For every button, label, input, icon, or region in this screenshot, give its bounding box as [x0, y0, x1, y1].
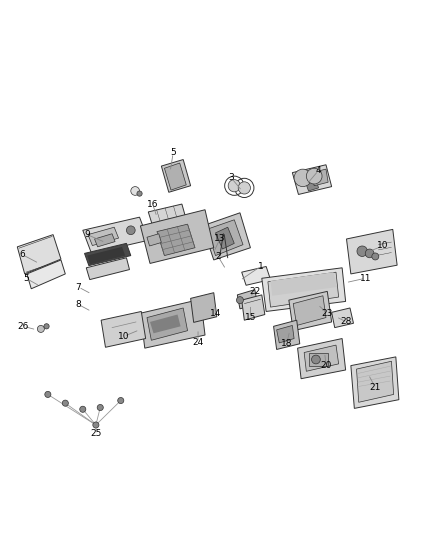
Polygon shape: [207, 220, 243, 256]
Polygon shape: [292, 165, 332, 195]
Polygon shape: [157, 224, 195, 256]
Polygon shape: [311, 169, 328, 185]
Circle shape: [311, 355, 320, 364]
Text: 13: 13: [214, 235, 226, 244]
Polygon shape: [346, 229, 397, 274]
Text: 11: 11: [360, 274, 371, 283]
Polygon shape: [150, 314, 180, 333]
Polygon shape: [277, 326, 294, 343]
Polygon shape: [191, 293, 217, 322]
Circle shape: [228, 180, 240, 192]
Circle shape: [238, 182, 251, 194]
Circle shape: [127, 226, 135, 235]
Polygon shape: [87, 247, 125, 264]
Polygon shape: [161, 159, 191, 192]
Circle shape: [357, 246, 367, 256]
Polygon shape: [27, 260, 65, 289]
Polygon shape: [304, 345, 339, 372]
Polygon shape: [147, 234, 161, 246]
Polygon shape: [351, 357, 399, 408]
Text: 10: 10: [118, 332, 130, 341]
Circle shape: [37, 326, 44, 333]
Text: 10: 10: [377, 241, 389, 251]
Text: 4: 4: [316, 166, 321, 175]
Polygon shape: [141, 210, 214, 263]
Text: 22: 22: [249, 287, 261, 296]
Text: 7: 7: [75, 282, 81, 292]
Text: 24: 24: [192, 337, 204, 346]
Text: 1: 1: [258, 262, 263, 271]
Text: 3: 3: [228, 173, 234, 182]
Text: 28: 28: [341, 318, 352, 326]
Polygon shape: [17, 235, 61, 274]
Polygon shape: [305, 179, 318, 191]
Text: 25: 25: [90, 429, 102, 438]
Text: 5: 5: [170, 149, 176, 157]
Circle shape: [97, 405, 103, 410]
Polygon shape: [274, 320, 300, 350]
Circle shape: [294, 169, 311, 187]
Polygon shape: [147, 308, 187, 340]
Polygon shape: [357, 361, 394, 402]
Bar: [308, 353, 328, 366]
Circle shape: [62, 400, 68, 406]
Polygon shape: [85, 244, 131, 265]
Polygon shape: [88, 227, 119, 246]
Circle shape: [131, 187, 140, 195]
Polygon shape: [164, 163, 186, 190]
Polygon shape: [297, 338, 346, 379]
Polygon shape: [237, 289, 258, 309]
Polygon shape: [202, 213, 251, 260]
Circle shape: [93, 422, 99, 428]
Circle shape: [372, 253, 379, 260]
Circle shape: [306, 168, 322, 184]
Text: 21: 21: [370, 383, 381, 392]
Polygon shape: [289, 292, 332, 330]
Polygon shape: [271, 272, 337, 296]
Text: 18: 18: [281, 340, 293, 348]
Text: 26: 26: [18, 322, 29, 331]
Polygon shape: [101, 311, 146, 348]
Circle shape: [44, 324, 49, 329]
Text: 20: 20: [320, 361, 332, 370]
Text: 14: 14: [210, 309, 221, 318]
Circle shape: [118, 398, 124, 403]
Polygon shape: [86, 258, 130, 280]
Polygon shape: [83, 217, 148, 253]
Text: 23: 23: [321, 309, 333, 318]
Text: 6: 6: [20, 250, 25, 259]
Polygon shape: [141, 299, 205, 348]
Polygon shape: [262, 268, 346, 311]
Text: 5: 5: [23, 274, 29, 283]
Circle shape: [365, 249, 374, 258]
Text: 2: 2: [215, 252, 221, 261]
Circle shape: [137, 191, 142, 196]
Text: 15: 15: [245, 313, 256, 322]
Polygon shape: [95, 234, 115, 247]
Circle shape: [237, 297, 244, 304]
Text: 9: 9: [84, 230, 90, 239]
Polygon shape: [268, 272, 339, 307]
Text: 16: 16: [147, 199, 159, 208]
Polygon shape: [242, 295, 265, 320]
Polygon shape: [148, 204, 187, 231]
Polygon shape: [215, 227, 234, 249]
Circle shape: [45, 391, 51, 398]
Text: 8: 8: [75, 300, 81, 309]
Polygon shape: [242, 266, 271, 285]
Circle shape: [80, 406, 86, 413]
Polygon shape: [332, 308, 353, 328]
Polygon shape: [293, 296, 326, 326]
